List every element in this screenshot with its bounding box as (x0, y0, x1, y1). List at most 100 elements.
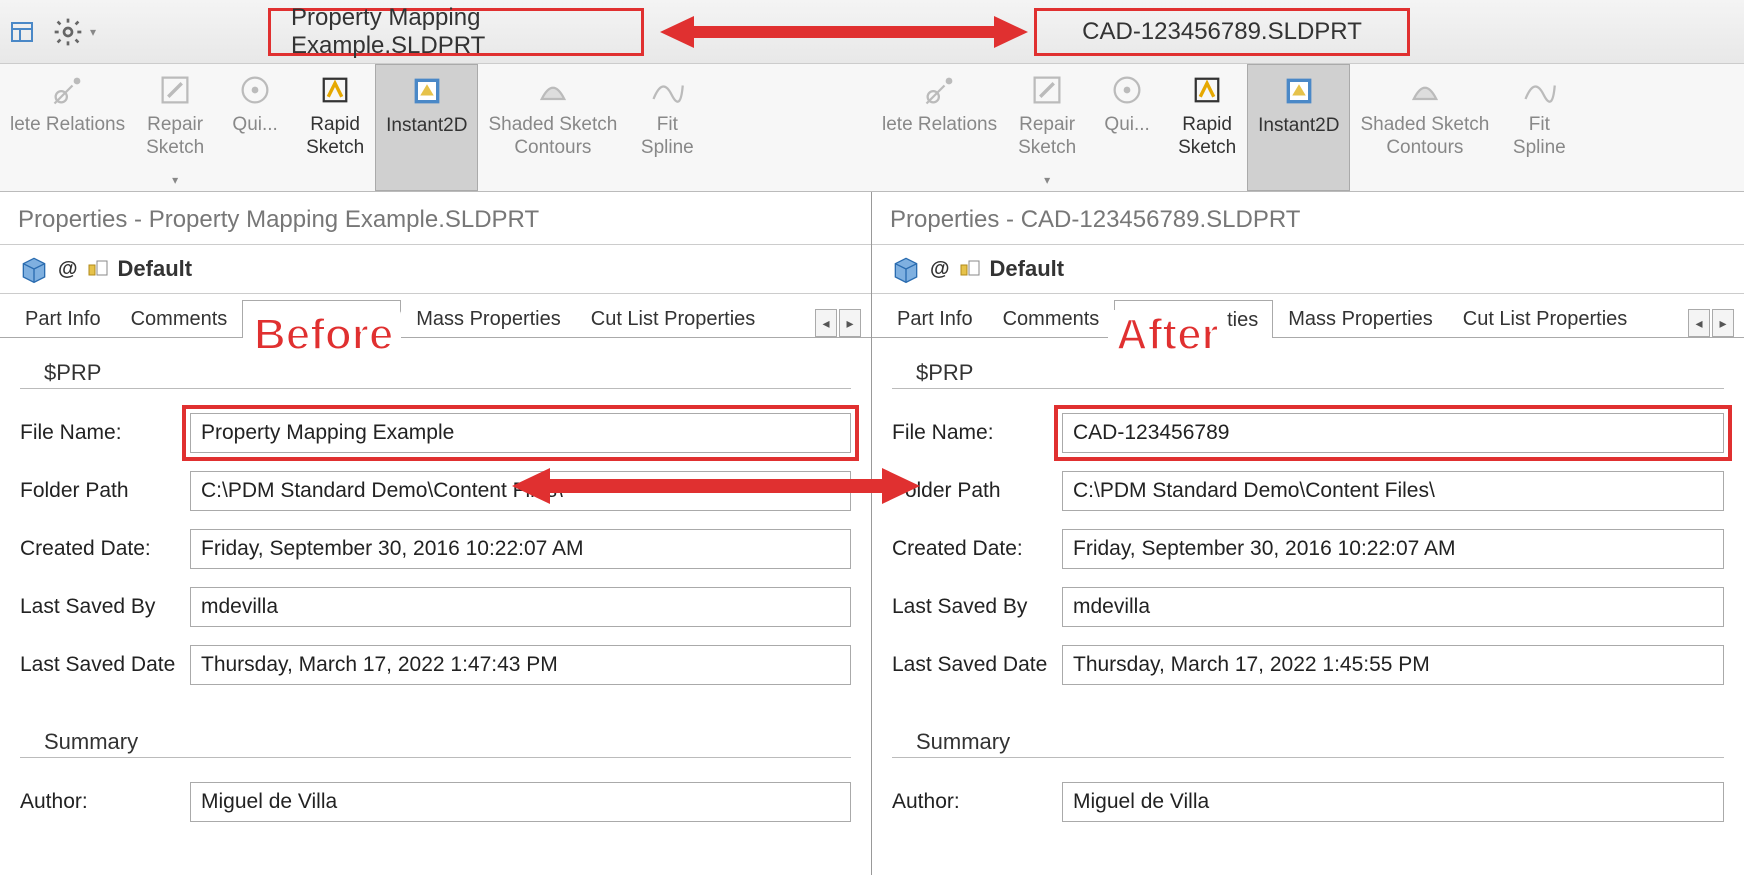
tool-instant2d[interactable]: Instant2D (375, 64, 478, 191)
instant2d-icon (409, 73, 445, 109)
tool-quick[interactable]: Qui... (1087, 64, 1167, 191)
panel-title-left: Properties - Property Mapping Example.SL… (0, 192, 871, 245)
file-name-label: File Name: (20, 421, 190, 445)
tab-scroll-right[interactable]: ▸ (839, 309, 861, 337)
tool-rapid-sketch[interactable]: Rapid Sketch (1167, 64, 1247, 191)
tab-cut-list-properties[interactable]: Cut List Properties (576, 299, 771, 337)
properties-panel-left: Properties - Property Mapping Example.SL… (0, 192, 872, 875)
config-row-right: @ Default (872, 245, 1744, 294)
quick-icon (237, 72, 273, 108)
shaded-contours-icon (535, 72, 571, 108)
file-name-label: File Name: (892, 421, 1062, 445)
ribbon-toolbar: lete Relations Repair Sketch ▾ Qui... Rapid … (0, 64, 1744, 192)
last-saved-by-label: Last Saved By (892, 595, 1062, 619)
tool-label: Shaded Sketch Contours (488, 114, 617, 160)
caret-down-icon: ▾ (90, 25, 96, 39)
summary-group-label-left: Summary (38, 729, 144, 755)
repair-sketch-icon (157, 72, 193, 108)
tool-label: Fit Spline (1513, 114, 1566, 160)
settings-dropdown[interactable]: ▾ (44, 12, 104, 52)
tool-fit-spline[interactable]: Fit Spline (1499, 64, 1579, 191)
summary-group-left: Author: Miguel de Villa (20, 757, 851, 822)
folder-path-label: Folder Path (20, 479, 190, 503)
delete-relations-icon (50, 72, 86, 108)
author-label-left: Author: (20, 790, 190, 814)
tab-scroll-left[interactable]: ◂ (815, 309, 837, 337)
author-value-right[interactable]: Miguel de Villa (1062, 782, 1724, 822)
tool-fit-spline[interactable]: Fit Spline (627, 64, 707, 191)
tab-part-info[interactable]: Part Info (10, 299, 116, 337)
tab-part-info[interactable]: Part Info (882, 299, 988, 337)
panels-area: Properties - Property Mapping Example.SL… (0, 192, 1744, 875)
tool-label: lete Relations (882, 114, 997, 137)
part-icon (890, 253, 922, 285)
tool-shaded-contours[interactable]: Shaded Sketch Contours (478, 64, 627, 191)
instant2d-icon (1281, 73, 1317, 109)
config-name-left[interactable]: Default (118, 256, 193, 282)
author-label-right: Author: (892, 790, 1062, 814)
folder-path-value-right[interactable]: C:\PDM Standard Demo\Content Files\ (1062, 471, 1724, 511)
file-name-double-arrow (512, 468, 920, 504)
tool-rapid-sketch[interactable]: Rapid Sketch (295, 64, 375, 191)
last-saved-date-label: Last Saved Date (892, 653, 1062, 677)
tab-cut-list-properties[interactable]: Cut List Properties (1448, 299, 1643, 337)
tool-shaded-contours[interactable]: Shaded Sketch Contours (1350, 64, 1499, 191)
tab-scroll-right[interactable]: ▸ (1712, 309, 1734, 337)
file-name-value-left[interactable]: Property Mapping Example (190, 413, 851, 453)
dropdown-caret-icon[interactable]: ▾ (1044, 173, 1050, 187)
repair-sketch-icon (1029, 72, 1065, 108)
last-saved-date-value-right[interactable]: Thursday, March 17, 2022 1:45:55 PM (1062, 645, 1724, 685)
tool-label: Rapid Sketch (306, 114, 364, 160)
summary-group-label-right: Summary (910, 729, 1016, 755)
panel-icon[interactable] (10, 20, 34, 44)
tab-mass-properties[interactable]: Mass Properties (401, 299, 576, 337)
tool-label: Qui... (232, 114, 277, 137)
tool-label: lete Relations (10, 114, 125, 137)
tab-mass-properties[interactable]: Mass Properties (1273, 299, 1448, 337)
tab-comments[interactable]: Comments (988, 299, 1115, 337)
delete-relations-icon (922, 72, 958, 108)
tabs-row-left: Part InfoCommentsFile PropertiesMass Pro… (0, 294, 871, 338)
summary-group-right: Author: Miguel de Villa (892, 757, 1724, 822)
window-title-left: Property Mapping Example.SLDPRT (291, 4, 621, 60)
last-saved-date-value-left[interactable]: Thursday, March 17, 2022 1:47:43 PM (190, 645, 851, 685)
title-double-arrow (660, 16, 1028, 48)
fit-spline-icon (1521, 72, 1557, 108)
title-bar: ▾ Property Mapping Example.SLDPRT CAD-12… (0, 0, 1744, 64)
file-name-value-right[interactable]: CAD-123456789 (1062, 413, 1724, 453)
title-left-highlight: Property Mapping Example.SLDPRT (268, 8, 644, 56)
last-saved-by-value-left[interactable]: mdevilla (190, 587, 851, 627)
form-area-left: $PRP File Name: Property Mapping Example… (0, 338, 871, 840)
tool-delete-relations[interactable]: lete Relations (0, 64, 135, 191)
tool-repair-sketch[interactable]: Repair Sketch▾ (1007, 64, 1087, 191)
created-date-label: Created Date: (892, 537, 1062, 561)
gear-icon (52, 16, 84, 48)
config-icon (958, 257, 982, 281)
shaded-contours-icon (1407, 72, 1443, 108)
dropdown-caret-icon[interactable]: ▾ (172, 173, 178, 187)
ribbon-left: lete Relations Repair Sketch ▾ Qui... Rapid … (0, 64, 872, 191)
last-saved-by-value-right[interactable]: mdevilla (1062, 587, 1724, 627)
tab-comments[interactable]: Comments (116, 299, 243, 337)
created-date-value-left[interactable]: Friday, September 30, 2016 10:22:07 AM (190, 529, 851, 569)
tab-scroll-left[interactable]: ◂ (1688, 309, 1710, 337)
properties-panel-right: Properties - CAD-123456789.SLDPRT @ Defa… (872, 192, 1744, 875)
tabs-row-right: Part InfoCommentsFile PropertiesMass Pro… (872, 294, 1744, 338)
at-symbol: @ (930, 258, 950, 281)
last-saved-by-label: Last Saved By (20, 595, 190, 619)
tool-instant2d[interactable]: Instant2D (1247, 64, 1350, 191)
tool-delete-relations[interactable]: lete Relations (872, 64, 1007, 191)
config-icon (86, 257, 110, 281)
created-date-value-right[interactable]: Friday, September 30, 2016 10:22:07 AM (1062, 529, 1724, 569)
panel-title-right: Properties - CAD-123456789.SLDPRT (872, 192, 1744, 245)
part-icon (18, 253, 50, 285)
tool-label: Repair Sketch (146, 114, 204, 160)
author-value-left[interactable]: Miguel de Villa (190, 782, 851, 822)
tool-label: Qui... (1104, 114, 1149, 137)
tool-label: Rapid Sketch (1178, 114, 1236, 160)
prp-group-left: File Name: Property Mapping Example Fold… (20, 388, 851, 685)
tool-quick[interactable]: Qui... (215, 64, 295, 191)
tool-repair-sketch[interactable]: Repair Sketch ▾ (135, 64, 215, 191)
config-name-right[interactable]: Default (990, 256, 1065, 282)
form-area-right: $PRP File Name: CAD-123456789 Folder Pat… (872, 338, 1744, 840)
